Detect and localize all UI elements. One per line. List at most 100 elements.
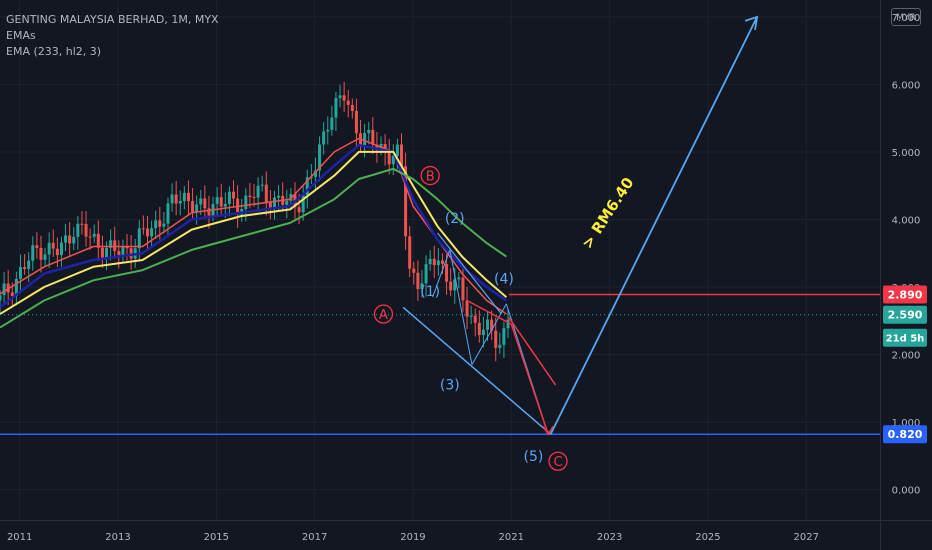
x-tick-label: 2023 (597, 532, 622, 543)
candle-body (490, 319, 494, 331)
red-path (466, 299, 512, 325)
candle-body (27, 260, 31, 269)
candle-body (59, 242, 63, 256)
candle-body (326, 129, 330, 132)
candle-body (154, 220, 158, 229)
currency-badge[interactable]: MYR (891, 8, 921, 26)
y-tick-label: 0.000 (892, 486, 921, 497)
candle-body (457, 277, 461, 280)
candle-body (84, 224, 88, 237)
price-badge-0820: 0.820 (888, 428, 923, 441)
red-trend-line (508, 316, 557, 386)
x-tick-label: 2021 (499, 532, 524, 543)
candle-body (395, 144, 399, 156)
candle-body (440, 260, 444, 265)
candle-body (449, 281, 453, 291)
candle-body (432, 258, 436, 266)
wave-label-red-circle-0 (373, 304, 394, 324)
candle-body (64, 235, 68, 243)
indicator-ema233-label[interactable]: EMA (233, hl2, 3) (6, 45, 102, 58)
wave-leg (471, 303, 507, 365)
candle-body (203, 198, 207, 209)
wave-label-red-0: A (379, 308, 388, 323)
price-badge-0820-bg (883, 425, 927, 444)
countdown-badge: 21d 5h (886, 334, 925, 345)
candle-body (92, 233, 96, 237)
candle-body (244, 195, 248, 210)
candle-body (141, 228, 145, 230)
candle-body (35, 245, 39, 248)
symbol-title[interactable]: GENTING MALAYSIA BERHAD, 1M, MYX (6, 13, 219, 26)
candle-body (121, 246, 125, 255)
price-badge-2590: 2.590 (888, 309, 923, 322)
candle-body (412, 268, 416, 273)
candle-body (195, 204, 199, 212)
candle-body (428, 258, 432, 265)
candle-body (68, 235, 72, 244)
ema-line-1 (0, 143, 508, 309)
candle-body (502, 328, 506, 345)
candle-body (498, 344, 502, 348)
candle-body (14, 278, 18, 297)
projection-arrow-line (549, 16, 758, 435)
candle-body (252, 197, 256, 199)
wave-label-red-2: C (553, 455, 562, 470)
candle-body (129, 248, 133, 259)
candle-body (277, 195, 281, 198)
candle-body (375, 144, 379, 150)
candle-body (494, 330, 498, 348)
candle-body (18, 267, 22, 279)
candle-body (137, 228, 141, 249)
candle-body (465, 300, 469, 317)
projection-arrow-head (744, 15, 759, 31)
y-tick-label: 2.000 (892, 351, 921, 362)
y-tick-label: 7.000 (892, 13, 921, 24)
candle-body (338, 95, 342, 99)
x-tick-label: 2017 (302, 532, 327, 543)
red-path (510, 323, 549, 435)
x-tick-label: 2013 (105, 532, 130, 543)
candle-body (318, 144, 322, 171)
candle-body (350, 104, 354, 111)
candle-body (145, 228, 149, 237)
candle-body (481, 329, 485, 336)
candle-body (264, 184, 268, 203)
candle-body (473, 315, 477, 323)
x-tick-label: 2011 (7, 532, 32, 543)
candle-body (158, 220, 162, 227)
price-badge-2890-bg (883, 285, 927, 304)
candle-body (469, 315, 473, 317)
candle-body (486, 319, 490, 330)
candle-body (285, 200, 289, 205)
price-badge-2590-bg (883, 305, 927, 324)
indicator-emas-label[interactable]: EMAs (6, 29, 36, 42)
candle-body (55, 248, 59, 256)
chart-legend: GENTING MALAYSIA BERHAD, 1M, MYX EMAs EM… (6, 12, 219, 60)
ema-line-3 (0, 167, 507, 329)
candle-body (387, 152, 391, 165)
candle-body (391, 155, 395, 165)
candle-body (166, 203, 170, 224)
candle-body (113, 240, 117, 252)
candle-body (39, 247, 43, 260)
candle-body (178, 201, 182, 204)
candle-body (256, 185, 260, 198)
wave-channel-upper (437, 232, 502, 315)
candle-body (305, 177, 309, 196)
candle-body (215, 197, 219, 204)
candle-body (420, 283, 424, 290)
candle-body (506, 319, 510, 329)
wave-channel-lower (402, 306, 552, 435)
candle-body (47, 242, 51, 255)
candle-body (76, 223, 80, 237)
y-tick-label: 5.000 (892, 148, 921, 159)
y-tick-label: 6.000 (892, 80, 921, 91)
candle-body (227, 191, 231, 204)
candle-body (346, 100, 350, 105)
countdown-badge-bg (883, 328, 927, 347)
candle-body (232, 191, 236, 199)
candle-body (408, 236, 412, 269)
x-tick-label: 2019 (400, 532, 425, 543)
